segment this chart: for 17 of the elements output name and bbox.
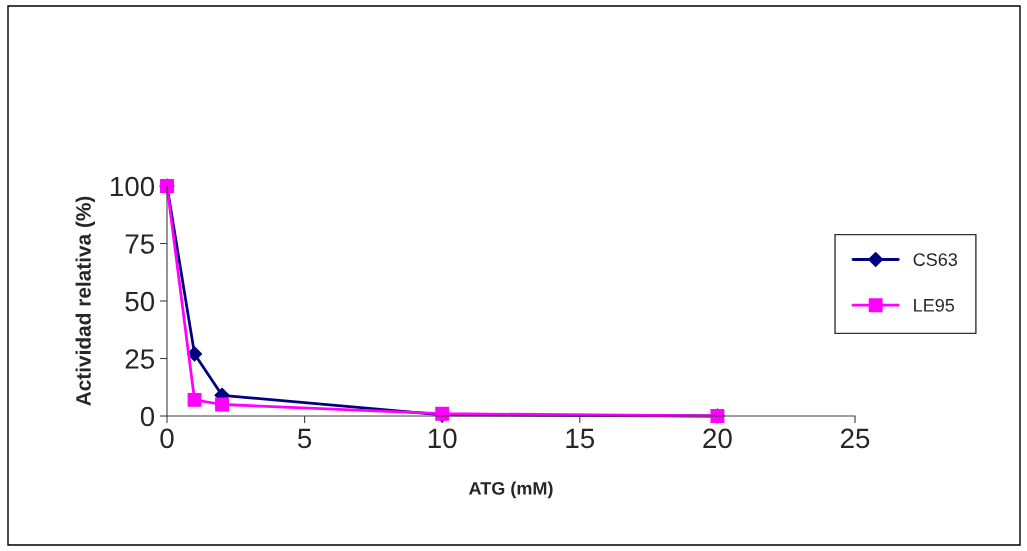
x-tick-label: 10	[428, 428, 457, 449]
x-tick-label: 15	[566, 428, 595, 449]
y-axis-title: Actividad relativa (%)	[75, 196, 95, 406]
x-tick-label: 20	[703, 428, 732, 449]
x-tick-label: 25	[840, 428, 870, 449]
y-tick-label: 50	[125, 291, 155, 312]
y-tick-label: 0	[140, 406, 155, 427]
x-axis-title: ATG (mM)	[468, 481, 553, 499]
legend-label: CS63	[913, 253, 958, 266]
y-tick-label: 75	[125, 234, 155, 254]
point	[215, 397, 229, 412]
point	[187, 392, 202, 407]
legend-label: LE95	[914, 298, 955, 312]
x-tick-label: 0	[160, 428, 174, 449]
x-tick-label: 5	[297, 428, 312, 449]
y-tick-label: 25	[125, 349, 155, 369]
y-tick-label: 100	[110, 176, 155, 197]
